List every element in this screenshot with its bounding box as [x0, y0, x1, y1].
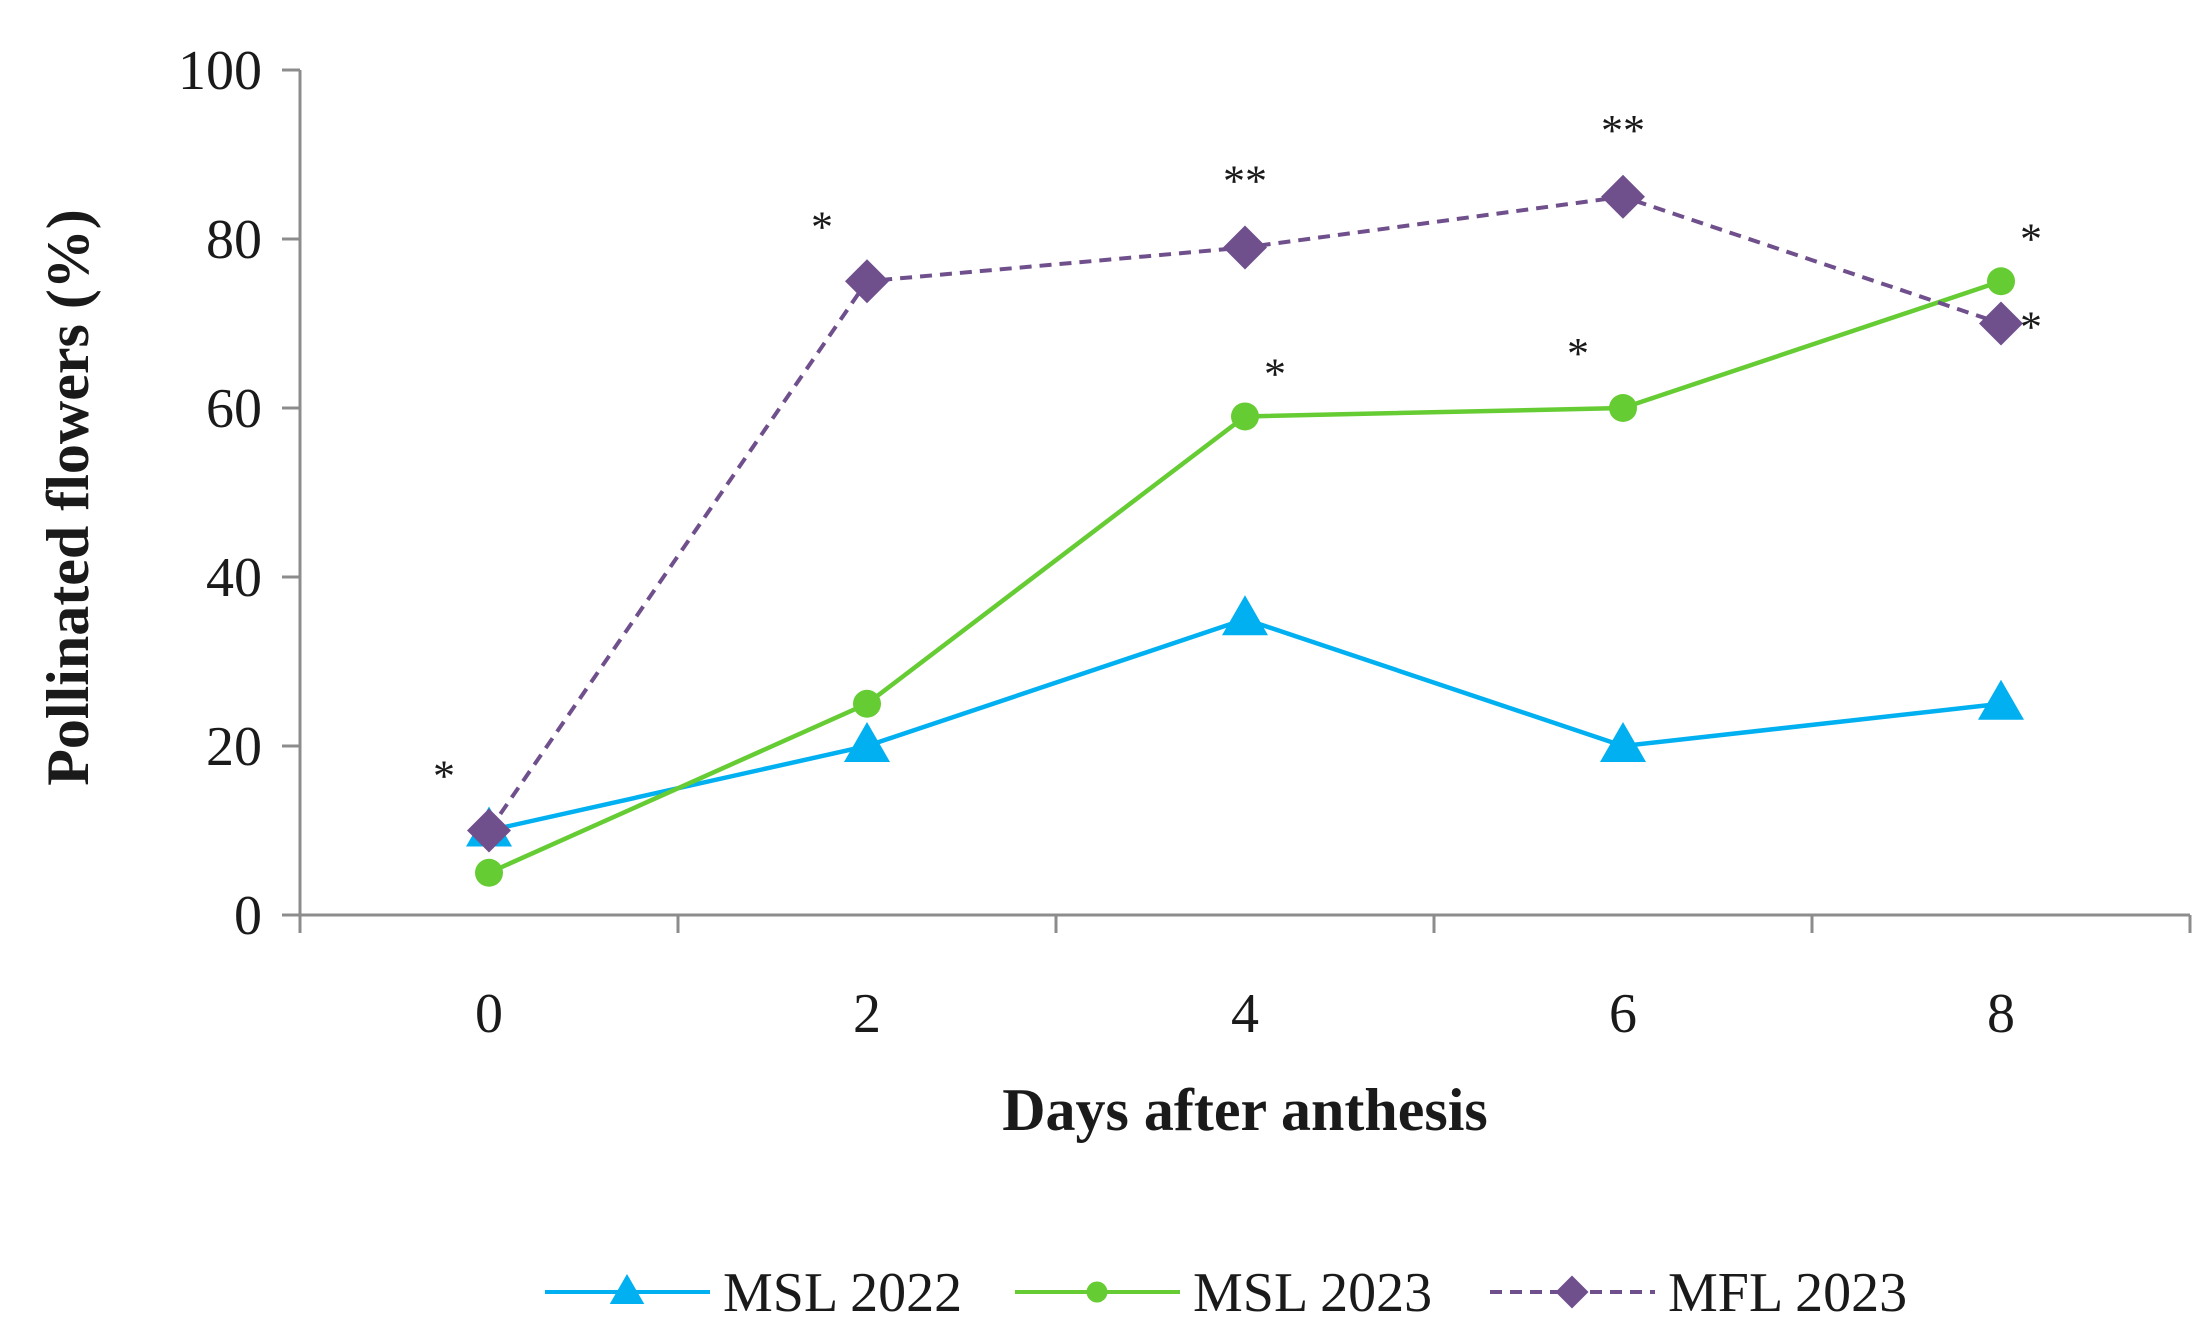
legend-label: MSL 2022 [723, 1262, 962, 1324]
significance-marker: * [433, 752, 455, 801]
significance-marker: ** [1223, 156, 1267, 205]
significance-marker: * [811, 202, 833, 251]
data-point-msl-2022 [1978, 679, 2024, 720]
data-point-mfl-2023 [1979, 301, 2023, 346]
data-point-msl-2022 [1600, 722, 1646, 762]
data-point-mfl-2023 [845, 259, 889, 304]
data-point-msl-2023 [1609, 394, 1637, 422]
legend-label: MFL 2023 [1668, 1262, 1907, 1324]
x-tick-label: 0 [475, 983, 503, 1045]
data-point-msl-2022 [844, 722, 890, 762]
legend-item-mfl-2023: MFL 2023 [1490, 1262, 1907, 1324]
y-axis-title: Pollinated flowers (%) [35, 209, 101, 786]
data-point-msl-2023 [853, 689, 881, 718]
legend-item-msl-2023: MSL 2023 [1015, 1262, 1432, 1324]
series-line-msl-2022 [488, 616, 2002, 833]
significance-marker: * [2020, 303, 2042, 352]
data-point-mfl-2023 [1601, 174, 1645, 219]
y-ticks: 0 20 40 60 80 100 [178, 40, 300, 947]
y-tick-label: 0 [234, 885, 262, 947]
data-point-mfl-2023 [467, 808, 511, 853]
x-tick-label: 2 [853, 983, 881, 1045]
series-msl-2022 [466, 595, 2024, 847]
legend-swatch-marker [1086, 1281, 1108, 1303]
x-tick-label: 4 [1231, 983, 1259, 1045]
significance-marker: * [1567, 329, 1589, 378]
data-point-msl-2023 [475, 858, 503, 887]
legend-swatch-marker [1555, 1275, 1589, 1309]
data-point-msl-2022 [1222, 595, 1268, 636]
y-tick-label: 40 [206, 547, 262, 609]
annotation-layer: ********* * [433, 106, 2042, 801]
data-point-msl-2023 [1987, 267, 2015, 296]
legend: MSL 2022 MSL 2023 MFL 2023 [545, 1262, 1907, 1324]
legend-label: MSL 2023 [1193, 1262, 1432, 1324]
y-tick-label: 60 [206, 378, 262, 440]
y-tick-label: 20 [206, 716, 262, 778]
legend-item-msl-2022: MSL 2022 [545, 1262, 962, 1324]
significance-marker: * [1264, 349, 1286, 398]
x-ticks: 0 2 4 6 8 [298, 915, 2192, 1045]
data-point-msl-2023 [1231, 402, 1259, 431]
data-point-mfl-2023 [1223, 225, 1267, 270]
series-line-mfl-2023 [487, 194, 2002, 832]
series-mfl-2023 [467, 174, 2023, 853]
legend-swatch-marker [609, 1274, 645, 1304]
significance-marker: ** [1601, 106, 1645, 155]
series-layer [466, 174, 2024, 887]
series-msl-2023 [475, 267, 2015, 887]
axes [298, 70, 2190, 917]
y-tick-label: 100 [178, 40, 262, 102]
y-tick-label: 80 [206, 209, 262, 271]
series-line-msl-2023 [488, 279, 2002, 875]
x-tick-label: 6 [1609, 983, 1637, 1045]
x-axis-title: Days after anthesis [1002, 1077, 1488, 1143]
significance-marker: * [2020, 214, 2042, 263]
x-tick-label: 8 [1987, 983, 2015, 1045]
